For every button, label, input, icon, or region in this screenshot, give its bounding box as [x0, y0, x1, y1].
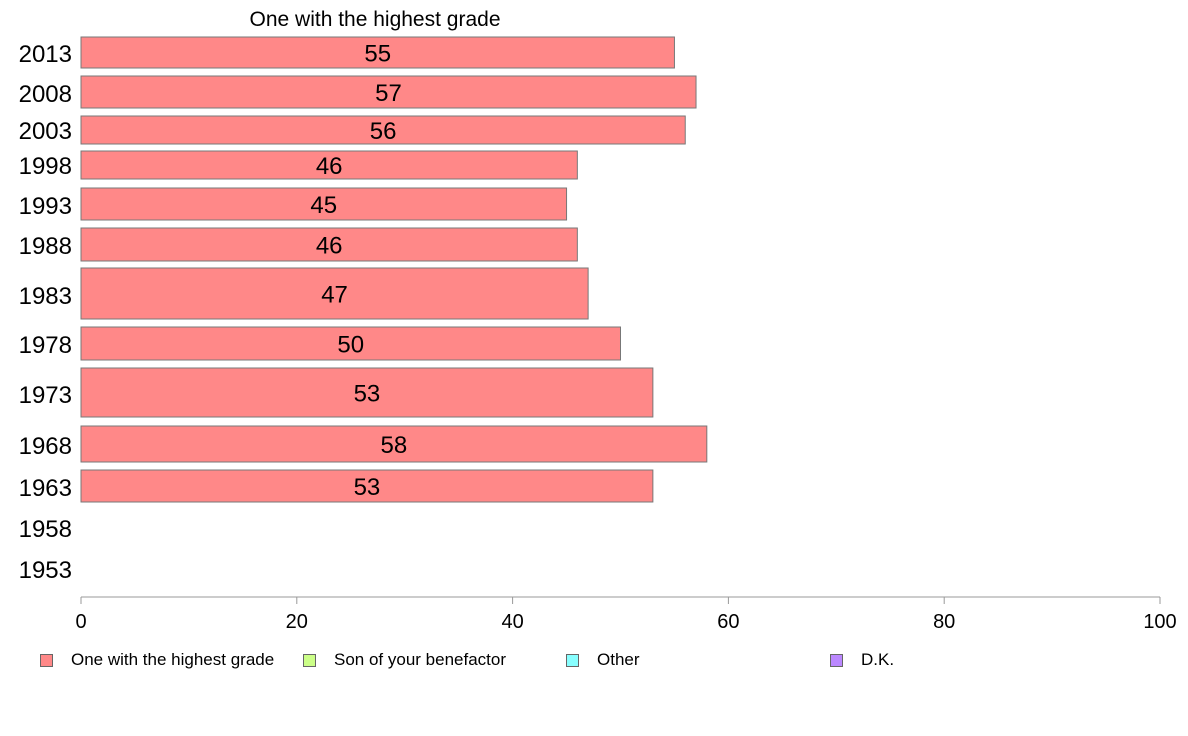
- legend-item: Other: [566, 650, 640, 670]
- x-tick-label: 40: [501, 611, 523, 633]
- bar-value-label: 46: [316, 153, 343, 180]
- x-tick-label: 20: [286, 611, 308, 633]
- x-tick-label: 100: [1143, 611, 1176, 633]
- y-tick-label: 1993: [19, 193, 72, 220]
- bar: [80, 326, 621, 361]
- legend-label: D.K.: [861, 650, 895, 669]
- bar-value-label: 58: [381, 432, 408, 459]
- y-tick-label: 1978: [19, 332, 72, 359]
- x-tick-label: 80: [933, 611, 955, 633]
- legend-swatch: [566, 653, 579, 667]
- legend-label: Son of your benefactor: [334, 650, 507, 669]
- legend-label: One with the highest grade: [71, 650, 275, 669]
- y-tick-label: 1973: [19, 382, 72, 409]
- bar-value-label: 47: [321, 282, 348, 309]
- bar: [80, 115, 686, 145]
- y-tick-label: 1988: [19, 233, 72, 260]
- legend-item: Son of your benefactor: [303, 650, 506, 670]
- y-tick-label: 1998: [19, 153, 72, 180]
- bar: [80, 150, 578, 180]
- y-tick-label: 1983: [19, 283, 72, 310]
- y-tick-label: 2008: [19, 81, 72, 108]
- bar-value-label: 46: [316, 233, 343, 260]
- bar: [80, 36, 675, 69]
- y-tick-label: 2013: [19, 41, 72, 68]
- bar-value-label: 53: [354, 381, 381, 408]
- bar-value-label: 45: [310, 192, 337, 219]
- y-tick-label: 1953: [19, 557, 72, 584]
- bar: [80, 469, 654, 503]
- bar-value-label: 55: [364, 41, 391, 68]
- legend: One with the highest grade Son of your b…: [40, 650, 1140, 670]
- legend-item: D.K.: [830, 650, 894, 670]
- bar-value-label: 57: [375, 80, 402, 107]
- x-axis: 0 20 40 60 80 100: [75, 596, 1177, 633]
- bar-value-label: 56: [370, 118, 397, 145]
- bar: [80, 267, 589, 320]
- bar-value-label: 53: [354, 474, 381, 501]
- legend-swatch: [830, 653, 843, 667]
- y-tick-label: 1963: [19, 475, 72, 502]
- bars-layer: 2013 55 2008 57 2003 56 1998 46 1993 45 1988 46 1983…: [19, 36, 708, 584]
- legend-swatch: [303, 653, 316, 667]
- chart-title: One with the highest grade: [250, 8, 501, 31]
- y-tick-label: 1958: [19, 516, 72, 543]
- bar: [80, 75, 697, 109]
- legend-label: Other: [597, 650, 640, 669]
- y-tick-label: 1968: [19, 433, 72, 460]
- legend-item: One with the highest grade: [40, 650, 274, 670]
- bar-value-label: 50: [337, 332, 364, 359]
- y-tick-label: 2003: [19, 118, 72, 145]
- legend-swatch: [40, 653, 53, 667]
- bar: [80, 227, 578, 262]
- x-tick-label: 60: [717, 611, 739, 633]
- bar: [80, 425, 708, 463]
- bar: [80, 187, 568, 221]
- bar: [80, 367, 654, 418]
- x-tick-label: 0: [75, 611, 86, 633]
